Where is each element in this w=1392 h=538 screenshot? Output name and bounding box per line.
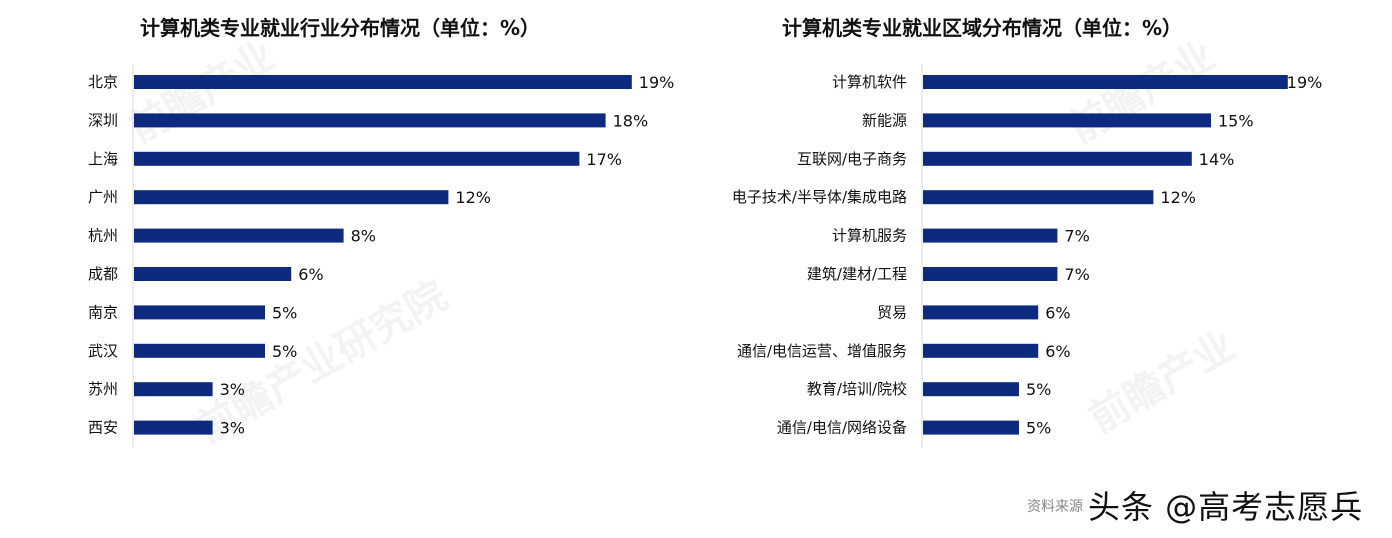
bar bbox=[134, 343, 265, 358]
data-label: 6% bbox=[298, 265, 323, 284]
data-label: 7% bbox=[1064, 265, 1089, 284]
category-label: 杭州 bbox=[88, 227, 118, 245]
data-label: 6% bbox=[1045, 303, 1070, 322]
bar bbox=[923, 305, 1039, 320]
category-label: 计算机软件 bbox=[832, 73, 907, 91]
category-label: 计算机服务 bbox=[832, 227, 907, 245]
data-label: 8% bbox=[351, 227, 376, 246]
bar bbox=[134, 151, 580, 166]
data-label: 17% bbox=[586, 150, 622, 169]
bar bbox=[134, 305, 265, 320]
bar bbox=[923, 113, 1211, 128]
data-label: 12% bbox=[1160, 188, 1196, 207]
data-label: 14% bbox=[1199, 150, 1235, 169]
bar bbox=[923, 228, 1058, 243]
category-label: 成都 bbox=[88, 265, 118, 283]
bar bbox=[923, 382, 1019, 397]
data-label: 3% bbox=[220, 419, 245, 438]
bar bbox=[923, 190, 1154, 205]
data-label: 5% bbox=[272, 303, 297, 322]
chart-title-right: 计算机类专业就业区域分布情况（单位：%） bbox=[782, 16, 1183, 40]
bar bbox=[134, 420, 213, 435]
bar bbox=[923, 75, 1288, 89]
bar bbox=[923, 343, 1039, 358]
category-label: 通信/电信运营、增值服务 bbox=[737, 342, 907, 360]
chart-title-left: 计算机类专业就业行业分布情况（单位：%） bbox=[140, 16, 541, 40]
category-label: 上海 bbox=[88, 150, 118, 168]
data-label: 3% bbox=[220, 380, 245, 399]
data-label: 12% bbox=[455, 188, 491, 207]
bar bbox=[923, 151, 1192, 166]
category-label: 新能源 bbox=[862, 111, 907, 129]
data-label: 15% bbox=[1218, 111, 1254, 130]
data-label: 7% bbox=[1064, 227, 1089, 246]
bar bbox=[134, 228, 344, 243]
category-label: 广州 bbox=[88, 188, 118, 206]
category-label: 互联网/电子商务 bbox=[797, 150, 907, 168]
category-label: 北京 bbox=[88, 73, 118, 91]
category-label: 西安 bbox=[88, 419, 118, 437]
data-label: 5% bbox=[1026, 380, 1051, 399]
source-note: 资料来源 bbox=[1027, 499, 1083, 515]
category-label: 电子技术/半导体/集成电路 bbox=[732, 188, 907, 206]
category-label: 贸易 bbox=[877, 303, 907, 321]
bar bbox=[134, 382, 213, 397]
bar bbox=[134, 267, 292, 281]
category-label: 通信/电信/网络设备 bbox=[777, 419, 907, 437]
data-label: 6% bbox=[1045, 342, 1070, 361]
category-label: 苏州 bbox=[88, 380, 118, 398]
toutiao-watermark: 头条 @高考志愿兵 bbox=[1088, 488, 1364, 526]
category-label: 武汉 bbox=[88, 342, 118, 360]
bar bbox=[923, 420, 1019, 435]
category-label: 深圳 bbox=[88, 111, 118, 129]
category-label: 教育/培训/院校 bbox=[807, 380, 907, 398]
category-label: 建筑/建材/工程 bbox=[807, 265, 907, 283]
bar bbox=[134, 75, 632, 89]
bar bbox=[134, 190, 449, 205]
bar bbox=[923, 267, 1058, 281]
data-label: 5% bbox=[1026, 419, 1051, 438]
data-label: 19% bbox=[1287, 73, 1323, 92]
category-label: 南京 bbox=[88, 303, 118, 321]
data-label: 18% bbox=[613, 111, 649, 130]
bar bbox=[134, 113, 606, 128]
data-label: 19% bbox=[639, 73, 675, 92]
data-label: 5% bbox=[272, 342, 297, 361]
